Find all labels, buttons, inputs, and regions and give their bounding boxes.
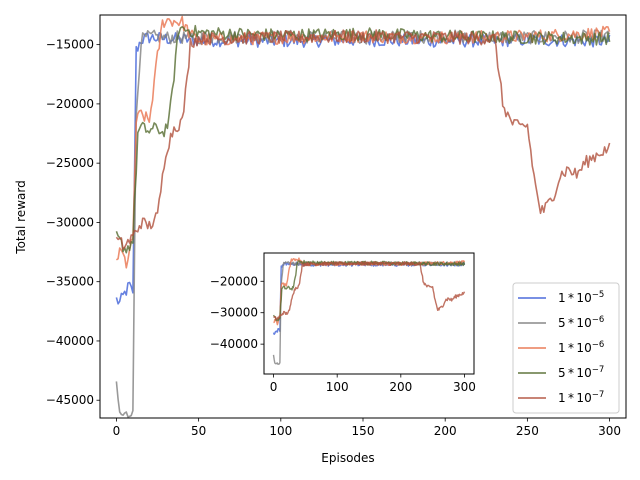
inset-series-line-5 [273, 261, 466, 321]
inset-x-tick-label: 300 [453, 380, 476, 394]
main-y-tick-label: −20000 [46, 97, 94, 111]
main-y-tick-label: −35000 [46, 275, 94, 289]
inset-x-tick-label: 100 [326, 380, 349, 394]
inset-x-axis: 0 100 200 300 [270, 374, 476, 394]
main-y-axis: −45000 −40000 −35000 −30000 −25000 −20000 −150… [46, 38, 100, 407]
main-series-line-5 [115, 29, 611, 250]
main-x-tick-label: 0 [113, 424, 121, 438]
inset-series-group [272, 257, 466, 365]
main-x-tick-label: 150 [352, 424, 375, 438]
main-y-tick-label: −30000 [46, 215, 94, 229]
x-axis-label: Episodes [321, 451, 374, 465]
main-x-tick-label: 200 [434, 424, 457, 438]
inset-y-tick-label: −30000 [210, 306, 258, 320]
inset-plot: 0 100 200 300 −40000 −30000 −20000 [210, 252, 476, 394]
inset-x-tick-label: 200 [389, 380, 412, 394]
legend-label-4: 5 * 10−7 [558, 365, 604, 380]
main-series-group [115, 15, 611, 418]
main-y-tick-label: −45000 [46, 393, 94, 407]
inset-plot-frame [263, 252, 475, 375]
legend-frame [512, 282, 620, 414]
main-x-axis: 0 50 100 150 200 250 300 [113, 418, 621, 438]
inset-y-axis: −40000 −30000 −20000 [210, 274, 264, 351]
main-x-tick-label: 300 [598, 424, 621, 438]
main-series-line-3 [115, 15, 611, 269]
inset-plot-area [264, 253, 474, 374]
legend-label-2: 5 * 10−6 [558, 315, 604, 330]
legend-items: 1 * 10−5 5 * 10−6 1 * 10−6 5 * 10−7 1 * 10−7 [518, 290, 604, 405]
main-y-tick-label: −15000 [46, 38, 94, 52]
inset-x-tick-label: 0 [270, 380, 278, 394]
legend-label-3: 1 * 10−6 [558, 340, 604, 355]
inset-y-tick-label: −20000 [210, 274, 258, 288]
main-y-tick-label: −25000 [46, 156, 94, 170]
main-x-tick-label: 50 [191, 424, 206, 438]
legend-label-5: 1 * 10−7 [558, 390, 604, 405]
inset-y-tick-label: −40000 [210, 337, 258, 351]
main-x-tick-label: 250 [516, 424, 539, 438]
y-axis-label: Total reward [14, 180, 28, 254]
legend: 1 * 10−5 5 * 10−6 1 * 10−6 5 * 10−7 1 * 10−7 [512, 282, 620, 414]
main-x-tick-label: 100 [269, 424, 292, 438]
main-y-tick-label: −40000 [46, 334, 94, 348]
legend-label-1: 1 * 10−5 [558, 290, 604, 305]
